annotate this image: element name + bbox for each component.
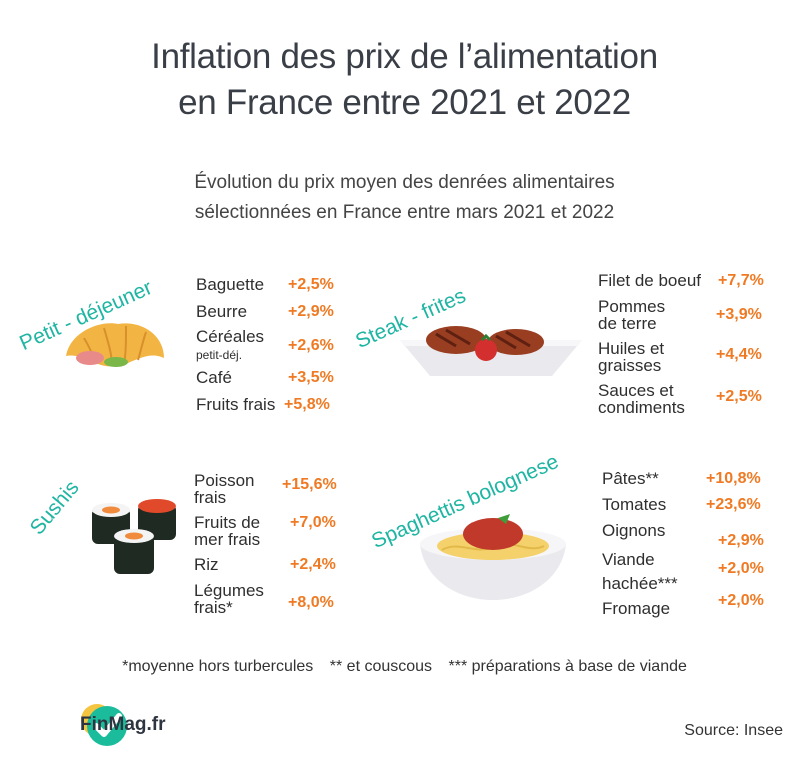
item-value: +3,9% bbox=[716, 306, 762, 323]
item-value: +2,5% bbox=[716, 388, 762, 405]
item-value: +15,6% bbox=[282, 476, 337, 493]
item-name: Oignons bbox=[602, 521, 666, 540]
spaghetti-bowl-icon bbox=[420, 514, 566, 600]
item-name: Fruits de mer frais bbox=[194, 514, 260, 548]
subtitle: Évolution du prix moyen des denrées alim… bbox=[0, 168, 809, 228]
item-value: +7,7% bbox=[718, 272, 764, 289]
item-name-line-1: Poisson bbox=[194, 471, 255, 490]
item-name: Légumes frais* bbox=[194, 582, 264, 616]
item-name: Filet de boeuf bbox=[598, 271, 702, 290]
list-steak-frites: Filet de boeuf +7,7% Pommes de terre +3,… bbox=[598, 268, 778, 418]
item-name: Huiles et graisses bbox=[598, 340, 664, 374]
item-name: Pâtes** bbox=[602, 469, 659, 488]
croissant-icon bbox=[66, 323, 164, 367]
item-name: Riz bbox=[194, 555, 219, 574]
item-name-line-1: Pommes bbox=[598, 297, 666, 316]
item-name: Viande hachée*** bbox=[602, 548, 678, 596]
item-name-line-2: de terre bbox=[598, 314, 657, 333]
item-name: Café bbox=[196, 368, 232, 387]
item-name: Beurre bbox=[196, 302, 248, 321]
footnote-3: *** préparations à base de viande bbox=[448, 658, 687, 675]
footnote-2: ** et couscous bbox=[329, 658, 433, 675]
item-value: +2,9% bbox=[288, 303, 334, 320]
item-value: +2,0% bbox=[718, 560, 764, 577]
item-name-line-1: Huiles et bbox=[598, 339, 665, 358]
item-name-line-1: Sauces et bbox=[598, 381, 674, 400]
list-petit-dejeuner: Baguette +2,5% Beurre +2,9% Céréales pet… bbox=[196, 272, 346, 422]
item-value: +2,5% bbox=[288, 276, 334, 293]
item-value: +5,8% bbox=[284, 396, 330, 413]
footnotes: *moyenne hors turbercules ** et couscous… bbox=[0, 658, 809, 676]
item-value: +3,5% bbox=[288, 369, 334, 386]
page-title: Inflation des prix de l’alimentation en … bbox=[0, 34, 809, 126]
item-value: +2,4% bbox=[290, 556, 336, 573]
item-name: Fruits frais bbox=[196, 395, 276, 414]
item-name-main: Céréales bbox=[196, 327, 265, 346]
section-label-sushis: Sushis bbox=[25, 476, 84, 540]
steak-plate-icon bbox=[400, 326, 582, 376]
title-line-1: Inflation des prix de l’alimentation bbox=[151, 37, 658, 76]
item-name-line-1: Légumes bbox=[194, 581, 264, 600]
source-credit: Source: Insee bbox=[684, 722, 783, 739]
item-name-sub: petit-déj. bbox=[196, 348, 243, 362]
item-name-line-1: Fruits de bbox=[194, 513, 261, 532]
item-name: Baguette bbox=[196, 275, 265, 294]
item-name: Céréales petit-déj. bbox=[196, 328, 264, 364]
item-value: +10,8% bbox=[706, 470, 761, 487]
item-value: +8,0% bbox=[288, 594, 334, 611]
item-name: Poisson frais bbox=[194, 472, 254, 506]
checkmark-logo-icon bbox=[81, 704, 127, 746]
item-name: Fromage bbox=[602, 599, 671, 618]
item-value: +2,6% bbox=[288, 337, 334, 354]
logo-text: FinMag.fr bbox=[80, 714, 166, 735]
item-name: Tomates bbox=[602, 495, 667, 514]
list-sushis: Poisson frais +15,6% Fruits de mer frais… bbox=[194, 468, 354, 618]
item-name-line-2: condiments bbox=[598, 398, 685, 417]
item-value: +2,9% bbox=[718, 532, 764, 549]
item-name-line-2: frais* bbox=[194, 598, 233, 617]
item-value: +7,0% bbox=[290, 514, 336, 531]
item-value: +2,0% bbox=[718, 592, 764, 609]
item-name-line-2: mer frais bbox=[194, 530, 261, 549]
list-spaghettis: Pâtes** +10,8% Tomates +23,6% Oignons +2… bbox=[602, 466, 782, 626]
subtitle-line-1: Évolution du prix moyen des denrées alim… bbox=[194, 172, 615, 193]
item-name: Sauces et condiments bbox=[598, 382, 685, 416]
footnote-1: *moyenne hors turbercules bbox=[122, 658, 314, 675]
item-name-line-1: Viande bbox=[602, 550, 655, 569]
title-line-2: en France entre 2021 et 2022 bbox=[178, 83, 631, 122]
item-name-line-2: hachée*** bbox=[602, 574, 678, 593]
item-name: Pommes de terre bbox=[598, 298, 665, 332]
item-value: +23,6% bbox=[706, 496, 761, 513]
item-value: +4,4% bbox=[716, 346, 762, 363]
item-name-line-2: graisses bbox=[598, 356, 662, 375]
item-name-line-2: frais bbox=[194, 488, 227, 507]
subtitle-line-2: sélectionnées en France entre mars 2021 … bbox=[194, 202, 615, 223]
sushi-icon bbox=[92, 499, 176, 574]
